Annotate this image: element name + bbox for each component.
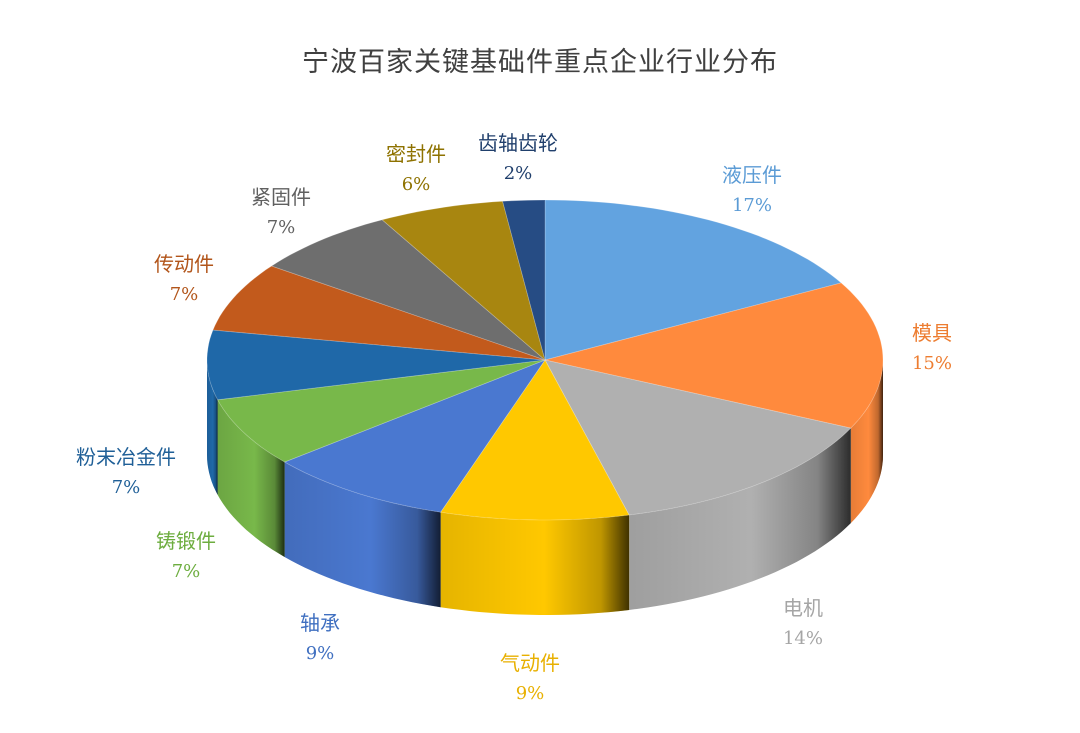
pie-slice-10 (502, 199, 546, 361)
pie-slices (206, 199, 884, 521)
slice-label-name: 粉末冶金件 (76, 445, 176, 469)
slice-label-value: 7% (170, 284, 199, 305)
pie-slice-0 (544, 199, 843, 361)
pie-labels: 液压件 17% 模具 15% 电机 14% 气动件 9% 轴承 9% 铸锻件 7% 粉末冶金件 7% 传动件… (76, 131, 952, 704)
slice-label-value: 15% (912, 353, 952, 374)
slice-label-name: 气动件 (500, 651, 560, 675)
slice-label-value: 2% (504, 163, 533, 184)
pie-slice-1 (544, 282, 884, 429)
pie-slice-5 (216, 359, 546, 463)
pie-side-shade-4 (284, 462, 441, 608)
pie-slice-2 (544, 359, 852, 516)
slice-label-name: 传动件 (154, 252, 214, 276)
pie-side-shade-2 (629, 428, 851, 610)
slice-label-name: 齿轴齿轮 (478, 131, 558, 155)
slice-label-name: 轴承 (300, 611, 340, 635)
pie-side-shade-3 (440, 512, 630, 615)
slice-label-value: 6% (402, 174, 431, 195)
pie-slice-7 (212, 265, 546, 361)
slice-label-name: 模具 (912, 321, 952, 345)
slice-label-value: 7% (267, 217, 296, 238)
slice-label-name: 液压件 (722, 163, 782, 187)
pie-slice-6 (206, 329, 546, 401)
slice-label-value: 17% (732, 195, 772, 216)
slice-label-name: 电机 (783, 596, 823, 620)
pie-slice-9 (381, 200, 546, 362)
pie-side-shade-5 (217, 399, 285, 557)
pie-side-shade-6 (207, 360, 218, 495)
slice-label-value: 14% (783, 628, 823, 649)
slice-label-value: 9% (306, 643, 335, 664)
pie-sides (207, 360, 883, 615)
pie-slice-8 (270, 219, 546, 361)
chart-title: 宁波百家关键基础件重点企业行业分布 (302, 47, 778, 78)
slice-label-value: 7% (112, 477, 141, 498)
slice-label-name: 铸锻件 (156, 529, 216, 553)
pie-slice-4 (283, 359, 547, 513)
slice-label-value: 7% (172, 561, 201, 582)
pie-side-shade-1 (850, 360, 883, 524)
pie-slice-3 (439, 359, 630, 521)
slice-label-name: 紧固件 (251, 185, 311, 209)
slice-label-name: 密封件 (386, 142, 446, 166)
slice-label-value: 9% (516, 683, 545, 704)
